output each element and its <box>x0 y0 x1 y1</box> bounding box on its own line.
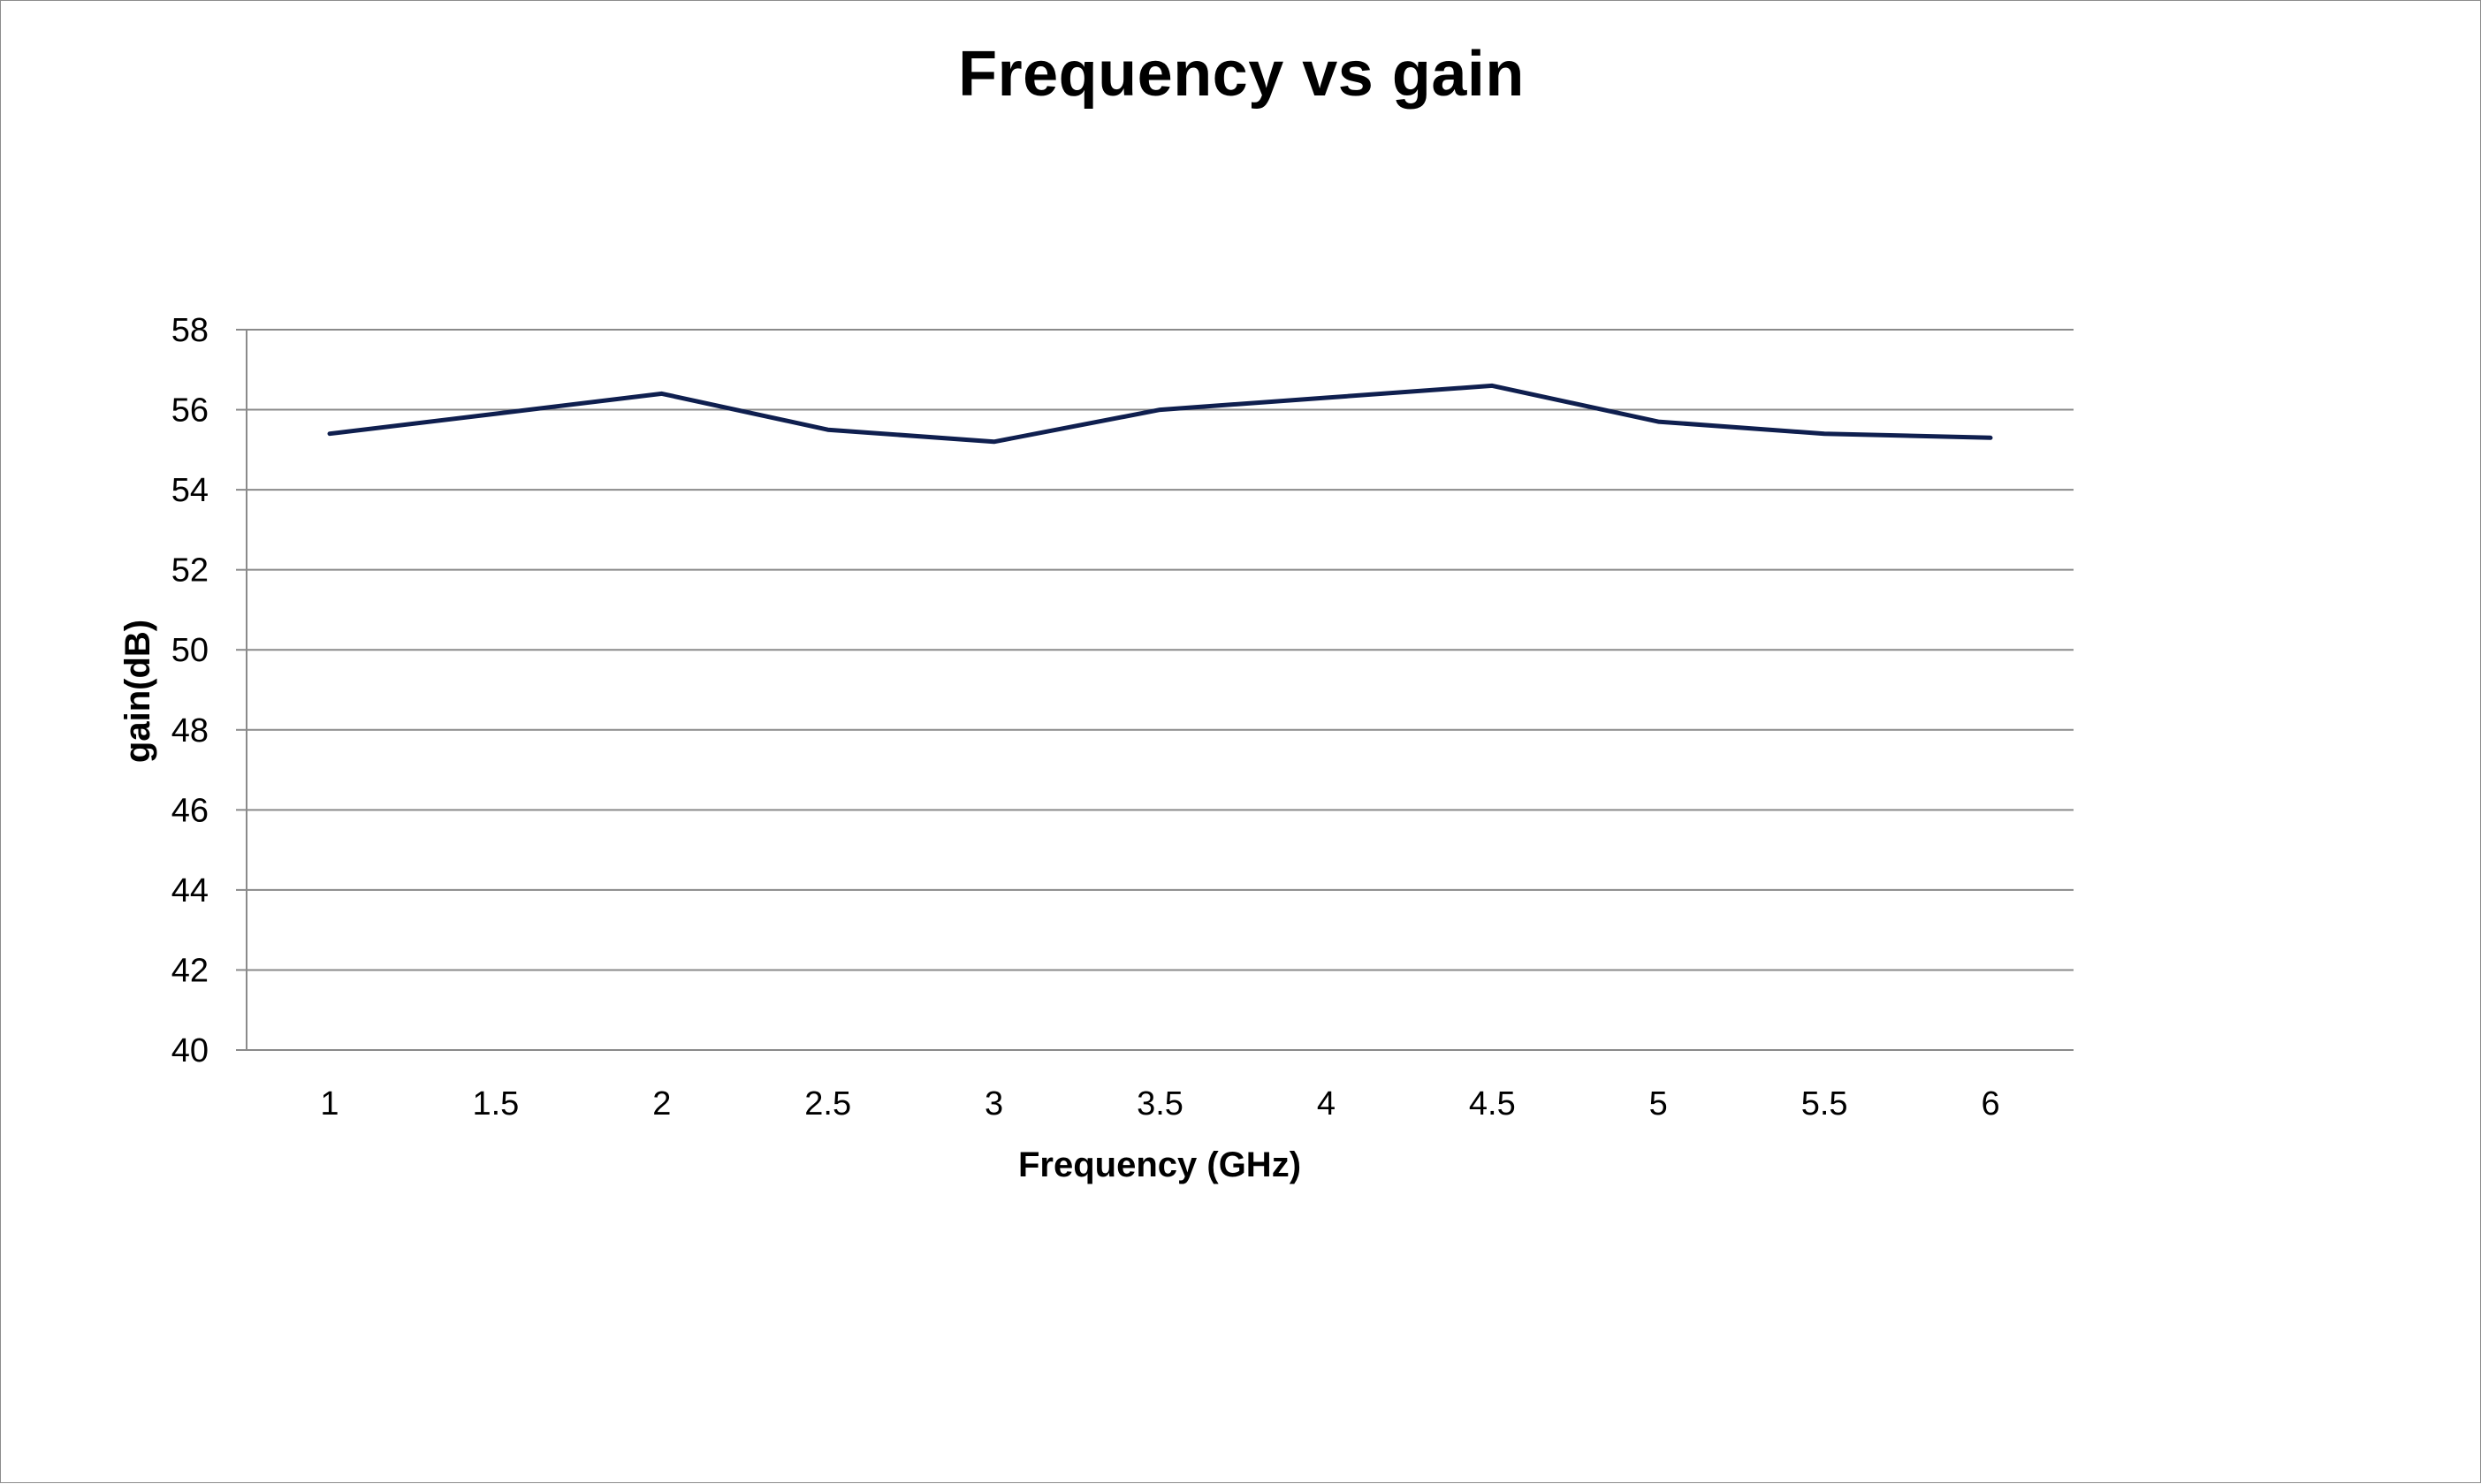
x-tick-label: 3 <box>985 1085 1003 1123</box>
y-tick-label: 48 <box>171 712 209 750</box>
y-tick-label: 50 <box>171 632 209 669</box>
x-tick-label: 2.5 <box>804 1085 851 1123</box>
series <box>330 385 1990 442</box>
x-tick-label: 3.5 <box>1137 1085 1183 1123</box>
x-tick-label: 6 <box>1981 1085 1999 1123</box>
y-tick-label: 52 <box>171 552 209 590</box>
y-tick-label: 46 <box>171 792 209 829</box>
x-tick-label: 5.5 <box>1801 1085 1848 1123</box>
y-tick-label: 40 <box>171 1032 209 1069</box>
y-tick-label: 54 <box>171 472 209 509</box>
x-tick-label: 5 <box>1649 1085 1668 1123</box>
y-tick-label: 42 <box>171 952 209 989</box>
x-tick-label: 4 <box>1317 1085 1336 1123</box>
x-tick-label: 1.5 <box>472 1085 519 1123</box>
series-line <box>330 385 1990 441</box>
y-tick-label: 58 <box>171 312 209 349</box>
x-tick-label: 2 <box>652 1085 671 1123</box>
gridlines <box>247 330 2074 970</box>
y-axis-title: gain(dB) <box>118 620 157 763</box>
x-tick-labels: 1 1.5 2 2.5 3 3.5 4 4.5 5 5.5 6 <box>320 1085 1999 1123</box>
x-tick-label: 1 <box>320 1085 339 1123</box>
y-tick-label: 44 <box>171 872 209 909</box>
axes <box>236 330 2074 1050</box>
x-tick-label: 4.5 <box>1469 1085 1516 1123</box>
x-axis-title: Frequency (GHz) <box>1018 1145 1301 1184</box>
y-tick-label: 56 <box>171 392 209 430</box>
y-tick-labels: 40 42 44 46 48 50 52 54 56 58 <box>171 312 209 1069</box>
